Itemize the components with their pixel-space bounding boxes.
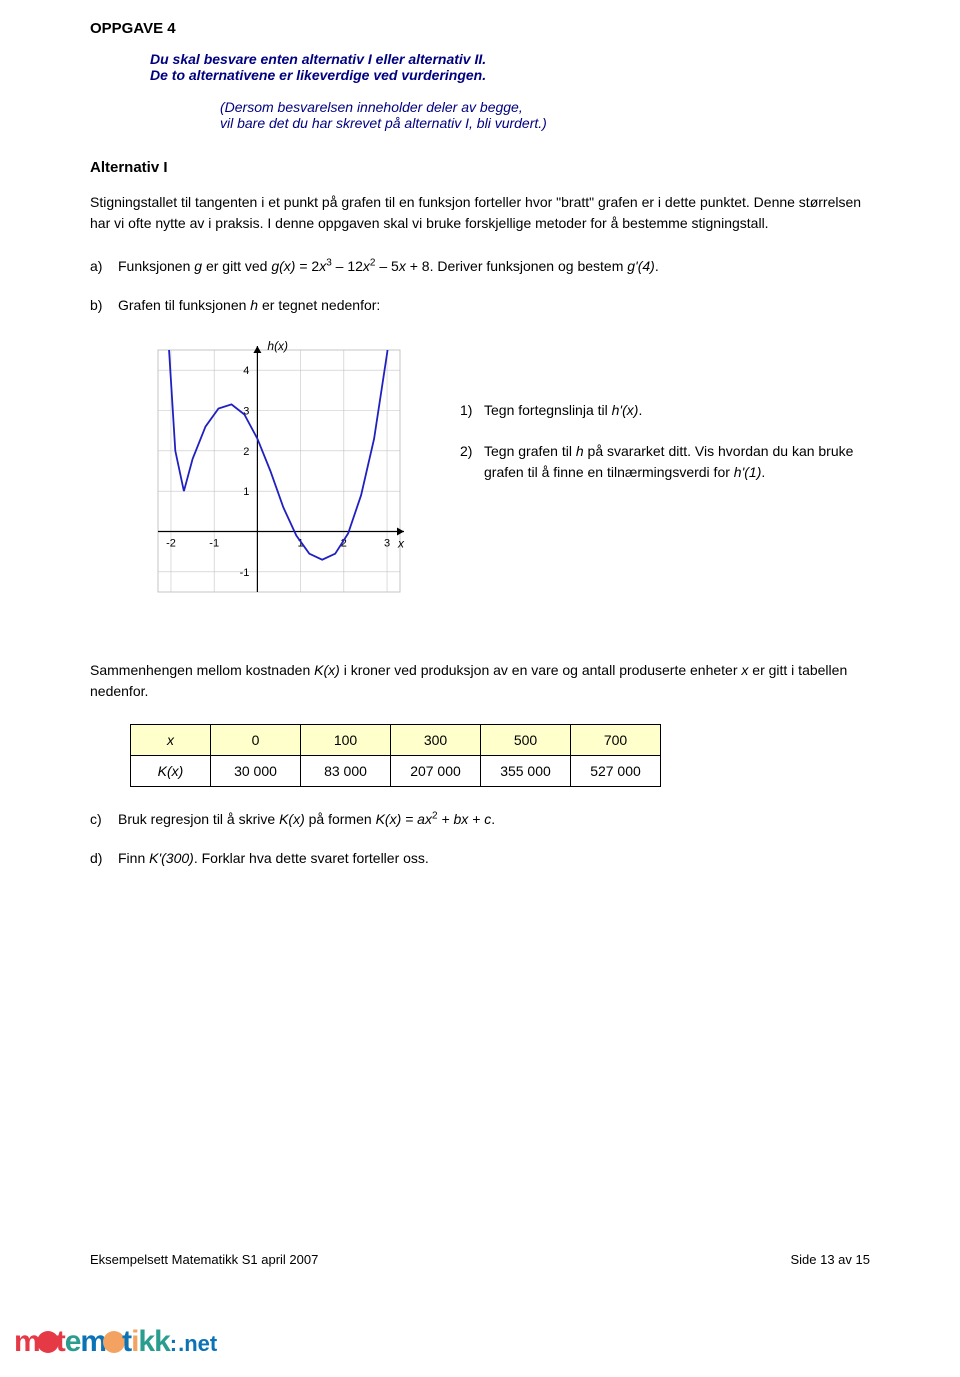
subnote-line-2: vil bare det du har skrevet på alternati…	[220, 115, 547, 131]
table-cell: 700	[571, 725, 661, 756]
task-a-body: Funksjonen g er gitt ved g(x) = 2x3 – 12…	[118, 256, 866, 277]
page-title: OPPGAVE 4	[90, 20, 870, 37]
alternative-heading: Alternativ I	[90, 159, 870, 176]
site-logo: mtemtikk:.net	[14, 1325, 217, 1359]
function-graph: -2-1123-11234h(x)x	[130, 340, 410, 620]
task-b: b)Grafen til funksjonen h er tegnet nede…	[90, 295, 870, 316]
svg-text:h(x): h(x)	[267, 340, 288, 353]
table-cell: 30 000	[211, 756, 301, 787]
footer-left: Eksempelsett Matematikk S1 april 2007	[90, 1252, 318, 1267]
table-header-x: x	[131, 725, 211, 756]
task-b-label: b)	[90, 295, 118, 316]
svg-text:x: x	[397, 537, 405, 551]
subnote-line-1: (Dersom besvarelsen inneholder deler av …	[220, 99, 523, 115]
graph-section: -2-1123-11234h(x)x 1)Tegn fortegnslinja …	[130, 340, 870, 620]
cost-intro: Sammenhengen mellom kostnaden K(x) i kro…	[90, 660, 870, 702]
table-cell: 207 000	[391, 756, 481, 787]
table-cell: 83 000	[301, 756, 391, 787]
task-d-label: d)	[90, 848, 118, 869]
table-cell: 100	[301, 725, 391, 756]
table-row-header: x 0 100 300 500 700	[131, 725, 661, 756]
task-a: a)Funksjonen g er gitt ved g(x) = 2x3 – …	[90, 256, 870, 277]
svg-text:-1: -1	[209, 538, 219, 550]
task-b-body: Grafen til funksjonen h er tegnet nedenf…	[118, 295, 866, 316]
table-row-values: K(x) 30 000 83 000 207 000 355 000 527 0…	[131, 756, 661, 787]
svg-text:-2: -2	[166, 538, 176, 550]
table-cell: 0	[211, 725, 301, 756]
task-c-body: Bruk regresjon til å skrive K(x) på form…	[118, 809, 866, 830]
table-cell: 355 000	[481, 756, 571, 787]
svg-text:-1: -1	[240, 567, 250, 579]
page-content: OPPGAVE 4 Du skal besvare enten alternat…	[0, 0, 960, 967]
task-a-label: a)	[90, 256, 118, 277]
footer-right: Side 13 av 15	[790, 1252, 870, 1267]
svg-text:1: 1	[243, 486, 249, 498]
task-c-label: c)	[90, 809, 118, 830]
task-c: c)Bruk regresjon til å skrive K(x) på fo…	[90, 809, 870, 830]
table-cell: 500	[481, 725, 571, 756]
svg-text:3: 3	[384, 538, 390, 550]
intro-paragraph: Stigningstallet til tangenten i et punkt…	[90, 192, 870, 234]
table-cell: 527 000	[571, 756, 661, 787]
instruction-line-1: Du skal besvare enten alternativ I eller…	[150, 51, 486, 67]
graph-question-2: 2)Tegn grafen til h på svararket ditt. V…	[460, 441, 870, 483]
subnote-block: (Dersom besvarelsen inneholder deler av …	[220, 99, 870, 131]
table-cell: 300	[391, 725, 481, 756]
svg-text:4: 4	[243, 365, 249, 377]
cost-table: x 0 100 300 500 700 K(x) 30 000 83 000 2…	[130, 724, 661, 787]
svg-text:2: 2	[243, 446, 249, 458]
graph-questions: 1)Tegn fortegnslinja til h'(x). 2)Tegn g…	[460, 340, 870, 503]
table-header-kx: K(x)	[131, 756, 211, 787]
task-d-body: Finn K'(300). Forklar hva dette svaret f…	[118, 848, 866, 869]
page-footer: Eksempelsett Matematikk S1 april 2007 Si…	[90, 1252, 870, 1267]
instruction-block: Du skal besvare enten alternativ I eller…	[150, 51, 870, 83]
graph-question-1: 1)Tegn fortegnslinja til h'(x).	[460, 400, 870, 421]
task-d: d)Finn K'(300). Forklar hva dette svaret…	[90, 848, 870, 869]
instruction-line-2: De to alternativene er likeverdige ved v…	[150, 67, 486, 83]
